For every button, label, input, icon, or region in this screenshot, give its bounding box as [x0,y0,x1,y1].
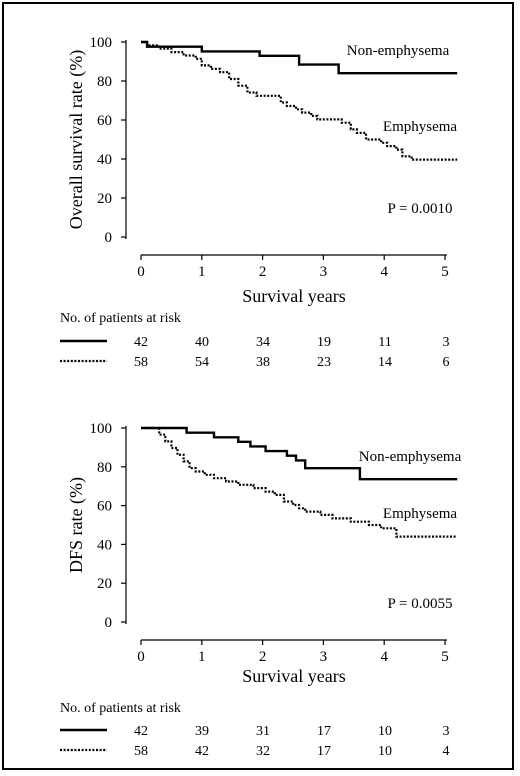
km-curve-non-emphysema [141,426,458,481]
x-tick-label: 2 [259,649,267,665]
y-axis-label: Overall survival rate (%) [66,50,87,229]
y-tick-label: 80 [97,74,112,90]
risk-count: 42 [195,744,209,759]
y-tick-label: 20 [97,576,112,592]
risk-table-title: No. of patients at risk [60,311,181,326]
risk-count: 58 [134,744,148,759]
risk-count: 14 [378,355,392,370]
risk-count: 23 [317,355,331,370]
risk-count: 40 [195,335,209,350]
x-tick-label: 5 [441,649,449,665]
p-value-label: P = 0.0010 [388,201,453,217]
y-tick-label: 0 [105,615,113,631]
x-tick-label: 4 [380,649,388,665]
x-axis-label: Survival years [242,286,345,306]
figure-frame [2,2,514,770]
risk-count: 58 [134,355,148,370]
y-tick-label: 40 [97,152,112,168]
risk-count: 6 [443,355,450,370]
x-tick-label: 1 [198,649,206,665]
x-tick-label: 5 [441,264,449,280]
risk-count: 31 [256,724,270,739]
x-tick-label: 0 [137,649,145,665]
x-tick-label: 0 [137,264,145,280]
x-axis-label: Survival years [242,666,345,686]
risk-count: 39 [195,724,209,739]
risk-count: 11 [378,335,391,350]
km-curve-emphysema [141,40,458,161]
y-tick-label: 40 [97,537,112,553]
y-tick-label: 20 [97,191,112,207]
x-tick-label: 2 [259,264,267,280]
risk-count: 42 [134,724,148,739]
x-tick-label: 1 [198,264,206,280]
risk-count: 4 [443,744,450,759]
y-tick-label: 100 [90,35,113,51]
risk-count: 32 [256,744,270,759]
x-tick-label: 3 [320,264,328,280]
series-label: Emphysema [383,119,457,135]
km-curve-emphysema [141,426,458,538]
km-curve-non-emphysema [141,40,458,75]
risk-count: 42 [134,335,148,350]
y-tick-label: 60 [97,499,112,515]
risk-count: 38 [256,355,270,370]
y-tick-label: 60 [97,113,112,129]
series-label: Emphysema [383,506,457,522]
y-tick-label: 100 [90,421,113,437]
risk-count: 19 [317,335,331,350]
p-value-label: P = 0.0055 [388,596,453,612]
risk-count: 17 [317,744,331,759]
risk-count: 10 [378,744,392,759]
y-tick-label: 0 [105,230,113,246]
risk-count: 34 [256,335,270,350]
risk-count: 3 [443,724,450,739]
y-tick-label: 80 [97,460,112,476]
x-tick-label: 3 [320,649,328,665]
series-label: Non-emphysema [347,43,450,59]
risk-count: 10 [378,724,392,739]
series-label: Non-emphysema [359,449,462,465]
x-tick-label: 4 [380,264,388,280]
risk-count: 54 [195,355,209,370]
risk-count: 3 [443,335,450,350]
risk-count: 17 [317,724,331,739]
risk-table-title: No. of patients at risk [60,701,181,716]
y-axis-label: DFS rate (%) [66,477,87,573]
